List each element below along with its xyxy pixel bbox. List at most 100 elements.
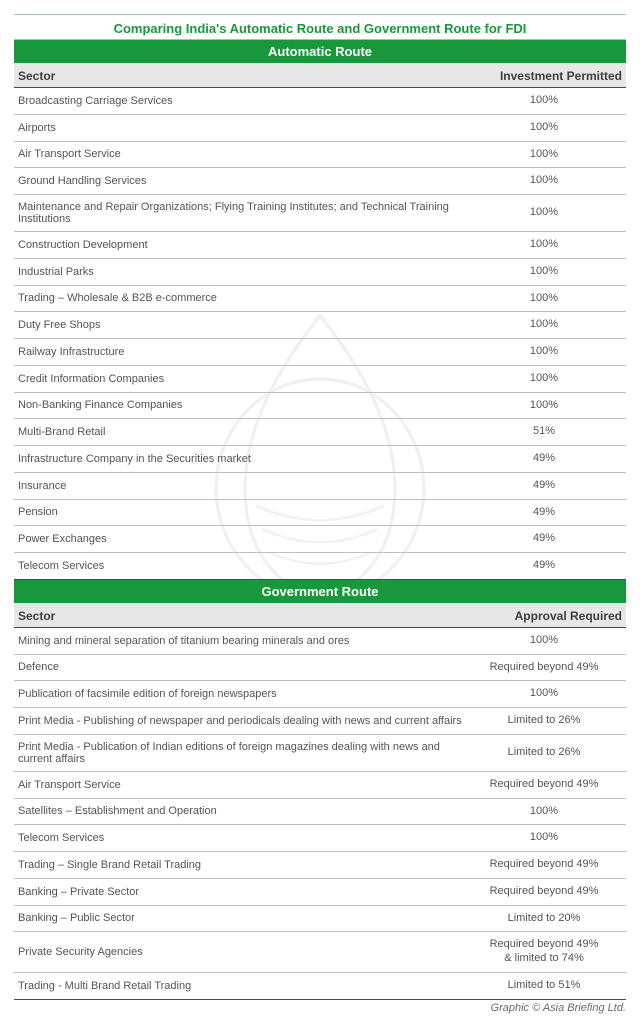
- table-row: Print Media - Publication of Indian edit…: [14, 734, 626, 771]
- table-row: Telecom Services100%: [14, 825, 626, 852]
- sector-cell: Air Transport Service: [14, 771, 476, 798]
- credit-line: Graphic © Asia Briefing Ltd.: [14, 1002, 626, 1014]
- table-row: Railway Infrastructure100%: [14, 339, 626, 366]
- value-cell: Required beyond 49% & limited to 74%: [476, 932, 626, 973]
- sector-cell: Banking – Private Sector: [14, 878, 476, 905]
- value-cell: 100%: [476, 365, 626, 392]
- sector-cell: Print Media - Publication of Indian edit…: [14, 734, 476, 771]
- value-cell: 100%: [476, 798, 626, 825]
- value-cell: Limited to 51%: [476, 972, 626, 999]
- fdi-table: SectorInvestment PermittedBroadcasting C…: [14, 63, 626, 580]
- table-row: Air Transport Service100%: [14, 141, 626, 168]
- sector-cell: Insurance: [14, 472, 476, 499]
- column-header: Sector: [14, 603, 476, 628]
- table-row: DefenceRequired beyond 49%: [14, 654, 626, 681]
- sector-cell: Power Exchanges: [14, 526, 476, 553]
- table-row: Mining and mineral separation of titaniu…: [14, 627, 626, 654]
- value-cell: 100%: [476, 88, 626, 115]
- value-cell: 49%: [476, 499, 626, 526]
- sector-cell: Trading – Wholesale & B2B e-commerce: [14, 285, 476, 312]
- table-row: Insurance49%: [14, 472, 626, 499]
- table-row: Credit Information Companies100%: [14, 365, 626, 392]
- sector-cell: Private Security Agencies: [14, 932, 476, 973]
- value-cell: 100%: [476, 285, 626, 312]
- sector-cell: Infrastructure Company in the Securities…: [14, 446, 476, 473]
- table-row: Construction Development100%: [14, 232, 626, 259]
- value-cell: 100%: [476, 114, 626, 141]
- value-cell: Limited to 20%: [476, 905, 626, 932]
- table-row: Air Transport ServiceRequired beyond 49%: [14, 771, 626, 798]
- fdi-table: SectorApproval RequiredMining and minera…: [14, 603, 626, 1000]
- value-cell: Limited to 26%: [476, 734, 626, 771]
- sector-cell: Publication of facsimile edition of fore…: [14, 681, 476, 708]
- sector-cell: Print Media - Publishing of newspaper an…: [14, 708, 476, 735]
- table-row: Pension49%: [14, 499, 626, 526]
- value-cell: 100%: [476, 195, 626, 232]
- section-header: Government Route: [14, 580, 626, 603]
- table-row: Banking – Private SectorRequired beyond …: [14, 878, 626, 905]
- section-header: Automatic Route: [14, 40, 626, 63]
- sector-cell: Duty Free Shops: [14, 312, 476, 339]
- sector-cell: Defence: [14, 654, 476, 681]
- value-cell: 100%: [476, 825, 626, 852]
- table-row: Broadcasting Carriage Services100%: [14, 88, 626, 115]
- sector-cell: Maintenance and Repair Organizations; Fl…: [14, 195, 476, 232]
- value-cell: Limited to 26%: [476, 708, 626, 735]
- sector-cell: Airports: [14, 114, 476, 141]
- table-row: Publication of facsimile edition of fore…: [14, 681, 626, 708]
- value-cell: 100%: [476, 627, 626, 654]
- sector-cell: Telecom Services: [14, 825, 476, 852]
- column-header: Investment Permitted: [476, 63, 626, 88]
- sector-cell: Broadcasting Carriage Services: [14, 88, 476, 115]
- table-row: Print Media - Publishing of newspaper an…: [14, 708, 626, 735]
- table-row: Non-Banking Finance Companies100%: [14, 392, 626, 419]
- value-cell: 51%: [476, 419, 626, 446]
- table-row: Trading – Single Brand Retail TradingReq…: [14, 852, 626, 879]
- sector-cell: Banking – Public Sector: [14, 905, 476, 932]
- sector-cell: Railway Infrastructure: [14, 339, 476, 366]
- value-cell: 100%: [476, 232, 626, 259]
- sector-cell: Mining and mineral separation of titaniu…: [14, 627, 476, 654]
- sector-cell: Trading – Single Brand Retail Trading: [14, 852, 476, 879]
- table-row: Banking – Public SectorLimited to 20%: [14, 905, 626, 932]
- sector-cell: Construction Development: [14, 232, 476, 259]
- page-title: Comparing India's Automatic Route and Go…: [14, 14, 626, 40]
- table-row: Ground Handling Services100%: [14, 168, 626, 195]
- sector-cell: Trading - Multi Brand Retail Trading: [14, 972, 476, 999]
- value-cell: Required beyond 49%: [476, 654, 626, 681]
- table-row: Telecom Services49%: [14, 553, 626, 580]
- table-row: Infrastructure Company in the Securities…: [14, 446, 626, 473]
- table-row: Airports100%: [14, 114, 626, 141]
- value-cell: 100%: [476, 392, 626, 419]
- sector-cell: Air Transport Service: [14, 141, 476, 168]
- value-cell: Required beyond 49%: [476, 878, 626, 905]
- value-cell: 100%: [476, 681, 626, 708]
- table-row: Industrial Parks100%: [14, 258, 626, 285]
- column-header: Sector: [14, 63, 476, 88]
- table-row: Satellites – Establishment and Operation…: [14, 798, 626, 825]
- sector-cell: Non-Banking Finance Companies: [14, 392, 476, 419]
- value-cell: Required beyond 49%: [476, 852, 626, 879]
- table-row: Private Security AgenciesRequired beyond…: [14, 932, 626, 973]
- sector-cell: Industrial Parks: [14, 258, 476, 285]
- value-cell: 49%: [476, 553, 626, 580]
- sector-cell: Satellites – Establishment and Operation: [14, 798, 476, 825]
- value-cell: 49%: [476, 526, 626, 553]
- sector-cell: Telecom Services: [14, 553, 476, 580]
- sector-cell: Ground Handling Services: [14, 168, 476, 195]
- value-cell: 100%: [476, 258, 626, 285]
- sector-cell: Multi-Brand Retail: [14, 419, 476, 446]
- value-cell: 100%: [476, 168, 626, 195]
- table-row: Duty Free Shops100%: [14, 312, 626, 339]
- column-header: Approval Required: [476, 603, 626, 628]
- table-row: Multi-Brand Retail51%: [14, 419, 626, 446]
- value-cell: 100%: [476, 339, 626, 366]
- table-row: Trading - Multi Brand Retail TradingLimi…: [14, 972, 626, 999]
- table-row: Maintenance and Repair Organizations; Fl…: [14, 195, 626, 232]
- value-cell: 100%: [476, 312, 626, 339]
- value-cell: 100%: [476, 141, 626, 168]
- sector-cell: Pension: [14, 499, 476, 526]
- value-cell: Required beyond 49%: [476, 771, 626, 798]
- value-cell: 49%: [476, 446, 626, 473]
- sector-cell: Credit Information Companies: [14, 365, 476, 392]
